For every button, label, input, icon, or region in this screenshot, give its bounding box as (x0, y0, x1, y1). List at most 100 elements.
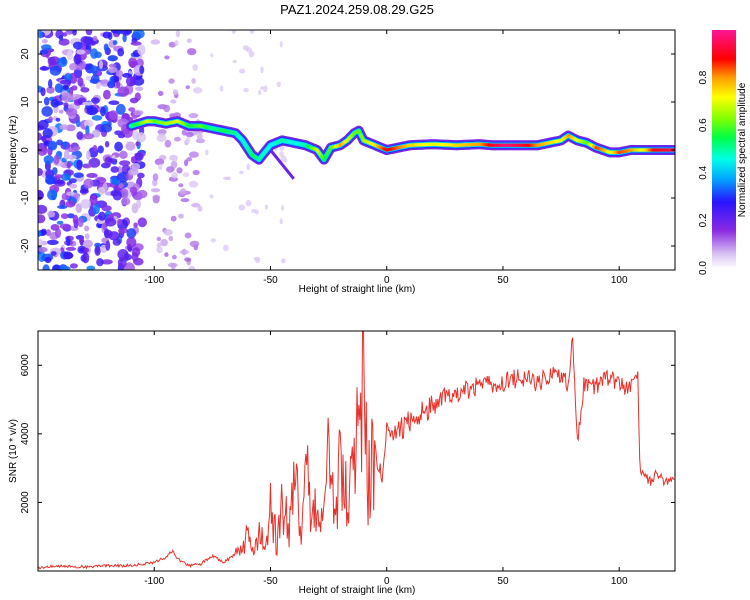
snr-y-label: SNR (10 * v/v) (8, 419, 19, 483)
noise-blob (62, 141, 68, 149)
colorbar-cell (712, 102, 736, 104)
noise-blob (61, 93, 74, 103)
colorbar-cell (712, 238, 736, 240)
colorbar-cell (712, 208, 736, 210)
noise-blob (154, 158, 165, 166)
noise-blob (104, 141, 110, 148)
colorbar-cell (712, 42, 736, 44)
colorbar-cell (712, 170, 736, 172)
noise-blob (239, 170, 244, 175)
noise-blob (42, 264, 50, 270)
noise-blob (58, 34, 64, 41)
colorbar-cell (712, 219, 736, 221)
colorbar-cell (712, 68, 736, 70)
colorbar-cell (712, 119, 736, 121)
colorbar-cell (712, 77, 736, 79)
colorbar-cell (712, 205, 736, 207)
noise-blob (117, 86, 130, 97)
noise-blob (38, 204, 48, 214)
y-tick-label: -10 (20, 190, 31, 205)
noise-blob (56, 179, 64, 185)
noise-blob (43, 155, 54, 165)
colorbar-cell (712, 224, 736, 226)
colorbar-cell (712, 245, 736, 247)
colorbar-cell (712, 213, 736, 215)
colorbar-cell (712, 182, 736, 184)
noise-blob (92, 35, 98, 42)
noise-blob (41, 38, 48, 44)
colorbar-tick-label: 0.0 (698, 261, 709, 275)
noise-blob (132, 77, 145, 86)
colorbar-cell (712, 237, 736, 239)
colorbar-tick-label: 0.8 (698, 70, 709, 84)
noise-blob (137, 217, 147, 228)
colorbar-cell (712, 228, 736, 230)
noise-blob (196, 132, 203, 141)
noise-blob (99, 60, 103, 70)
noise-blob (156, 242, 162, 248)
noise-blob (82, 252, 90, 264)
colorbar-cell (712, 62, 736, 64)
noise-blob (197, 205, 203, 212)
noise-blob (124, 30, 133, 35)
colorbar-cell (712, 209, 736, 211)
noise-blob (152, 173, 159, 181)
colorbar-cell (712, 57, 736, 59)
colorbar-cell (712, 100, 736, 102)
noise-blob (184, 257, 192, 262)
noise-blob (164, 252, 169, 257)
noise-blob (115, 103, 126, 115)
colorbar-cell (712, 155, 736, 157)
colorbar-cell (712, 72, 736, 74)
noise-blob (128, 107, 136, 112)
noise-blob (85, 30, 93, 36)
noise-blob (66, 236, 71, 247)
noise-blob (63, 102, 69, 108)
noise-blob (40, 136, 47, 141)
figure-title: PAZ1.2024.259.08.29.G25 (280, 2, 434, 17)
colorbar-cell (712, 242, 736, 244)
colorbar-cell (712, 240, 736, 242)
noise-blob (82, 163, 92, 169)
colorbar-cell (712, 214, 736, 216)
noise-blob (60, 173, 71, 181)
noise-blob (102, 222, 107, 231)
colorbar-cell (712, 94, 736, 96)
noise-blob (258, 89, 262, 96)
noise-blob (255, 258, 261, 264)
noise-blob (59, 266, 71, 270)
colorbar: 0.0 0.2 0.4 0.6 0.8 Normalized spectral ampl… (698, 30, 748, 275)
noise-blob (44, 256, 52, 264)
colorbar-cell (712, 157, 736, 159)
colorbar-cell (712, 99, 736, 101)
snr-line (38, 331, 675, 570)
colorbar-cell (712, 63, 736, 65)
noise-blob (176, 167, 183, 174)
noise-blob (59, 223, 71, 229)
colorbar-cell (712, 151, 736, 153)
noise-blob (168, 78, 175, 84)
noise-blob (100, 106, 106, 117)
noise-blob (109, 76, 114, 86)
noise-blob (246, 163, 251, 171)
noise-blob (158, 163, 163, 170)
colorbar-cell (712, 117, 736, 119)
colorbar-cell (712, 150, 736, 152)
noise-blob (219, 85, 224, 92)
noise-blob (77, 77, 84, 87)
colorbar-cell (712, 185, 736, 187)
colorbar-cell (712, 108, 736, 110)
noise-blob (117, 30, 121, 35)
colorbar-cell (712, 255, 736, 257)
colorbar-cell (712, 181, 736, 183)
colorbar-cell (712, 183, 736, 185)
snr-marks (38, 331, 675, 570)
colorbar-cell (712, 33, 736, 35)
colorbar-cell (712, 84, 736, 86)
noise-blob (185, 131, 194, 138)
colorbar-cell (712, 86, 736, 88)
colorbar-cell (712, 87, 736, 89)
noise-blob (65, 200, 76, 208)
